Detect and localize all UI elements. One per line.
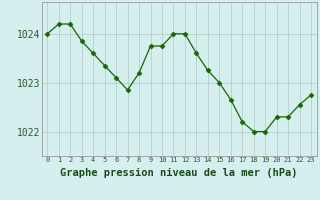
X-axis label: Graphe pression niveau de la mer (hPa): Graphe pression niveau de la mer (hPa) [60, 168, 298, 178]
